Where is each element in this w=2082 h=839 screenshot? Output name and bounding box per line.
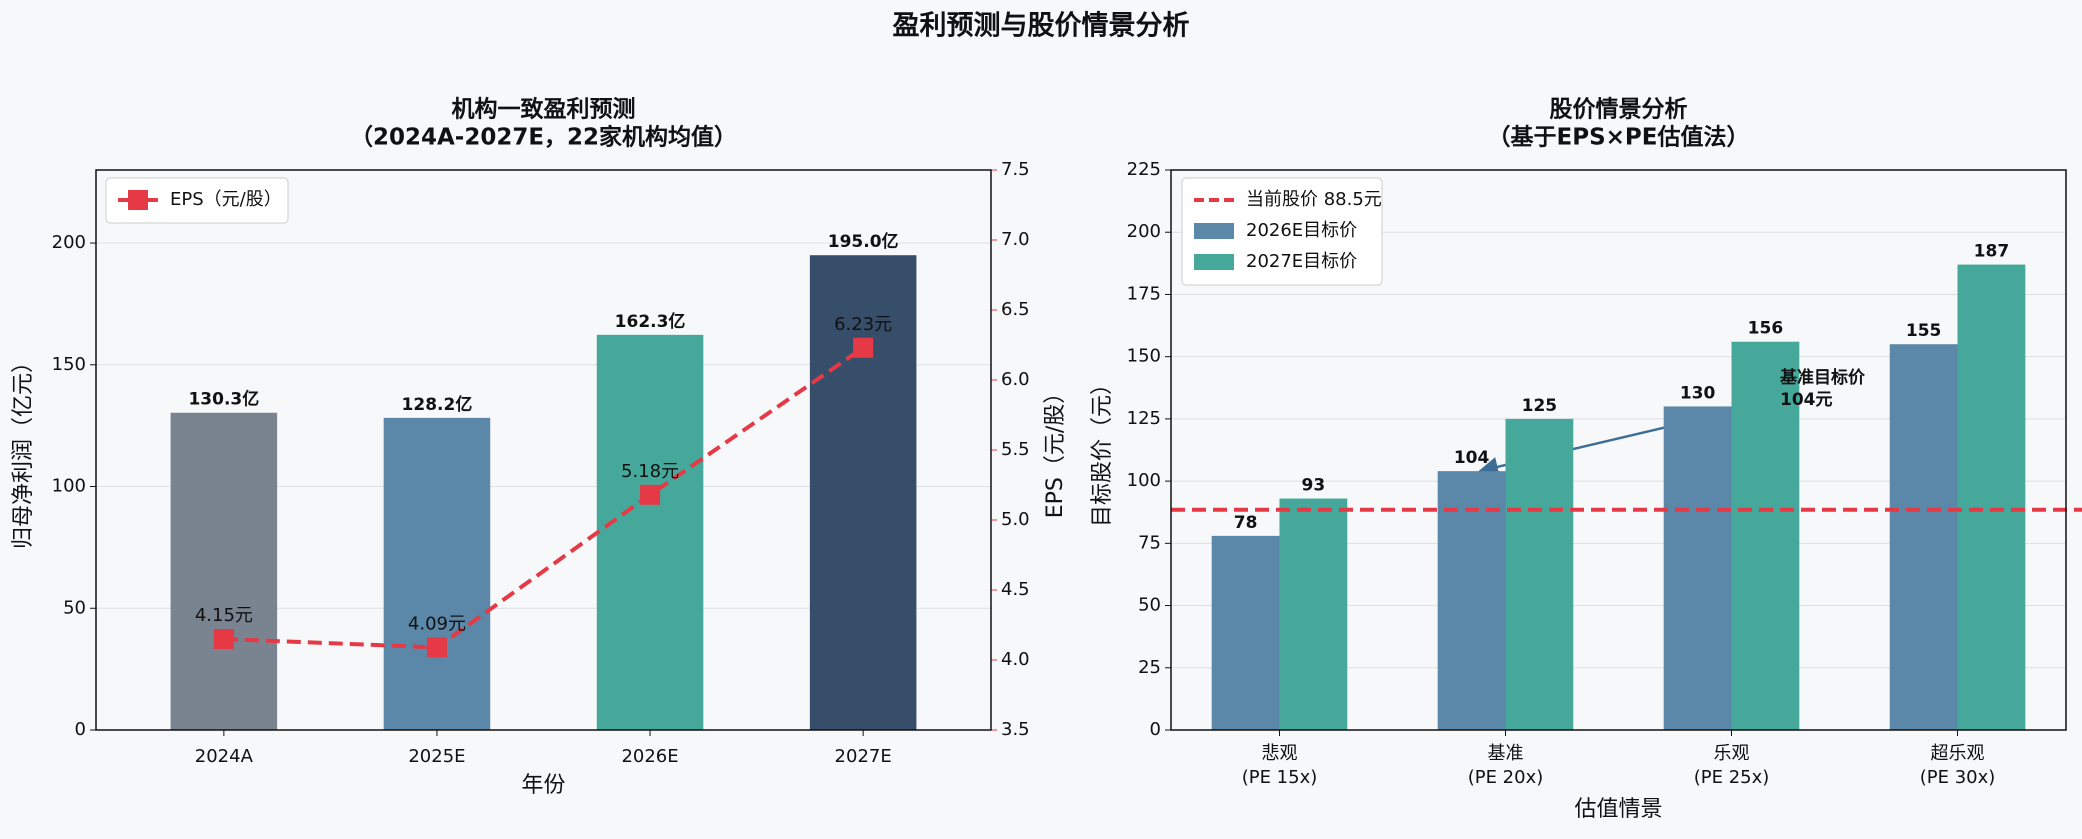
value-label: 104 [1454, 448, 1490, 468]
x-axis-label: 估值情景 [1574, 797, 1662, 822]
y2-tick-label: 4.0 [1001, 649, 1030, 670]
bar [1731, 341, 1800, 730]
value-label: 128.2亿 [402, 394, 473, 415]
x-tick-label: 2026E [621, 746, 678, 767]
y-tick-label: 0 [75, 719, 86, 740]
bar [170, 412, 278, 730]
chart-title: 股价情景分析 [1550, 97, 1688, 123]
bar [1437, 471, 1506, 730]
chart-title: （2024A-2027E，22家机构均值） [350, 124, 737, 151]
y-tick-label: 100 [1127, 470, 1161, 491]
eps-marker [213, 629, 234, 649]
bar [809, 255, 917, 730]
x-tick-label: (PE 15x) [1242, 767, 1318, 788]
y2-tick-label: 6.5 [1001, 299, 1030, 320]
value-label: 187 [1974, 242, 2010, 262]
y-tick-label: 175 [1127, 283, 1161, 304]
eps-marker [426, 637, 447, 658]
y-tick-label: 125 [1127, 408, 1161, 429]
eps-label: 4.09元 [408, 613, 466, 634]
x-tick-label: 2024A [195, 746, 254, 767]
main-title: 盈利预测与股价情景分析 [893, 11, 1190, 42]
legend-label: 2027E目标价 [1246, 251, 1357, 272]
bar [383, 417, 491, 730]
x-axis-label: 年份 [521, 773, 565, 798]
y2-tick-label: 6.0 [1001, 369, 1030, 390]
value-label: 130.3亿 [188, 389, 259, 410]
x-tick-label: (PE 20x) [1468, 767, 1544, 788]
bar [1279, 498, 1348, 730]
chart-title: （基于EPS×PE估值法） [1488, 124, 1750, 151]
annotation: 104元 [1780, 390, 1833, 410]
value-label: 156 [1748, 319, 1784, 339]
legend-box [105, 177, 289, 224]
value-label: 155 [1906, 321, 1942, 341]
y-axis-label: 目标股价（元） [1090, 373, 1115, 527]
bar [1889, 344, 1958, 730]
y-tick-label: 150 [52, 354, 86, 375]
y-tick-label: 0 [1150, 719, 1161, 740]
y-axis-label: 归母净利润（亿元） [11, 351, 36, 549]
value-label: 195.0亿 [828, 231, 899, 252]
value-label: 162.3亿 [615, 311, 686, 332]
y-tick-label: 25 [1138, 657, 1161, 678]
y2-tick-label: 4.5 [1001, 579, 1030, 600]
y2-tick-label: 5.0 [1001, 509, 1030, 530]
x-tick-label: 超乐观 [1931, 743, 1985, 764]
annotation: 基准目标价 [1779, 367, 1866, 388]
chart-title: 机构一致盈利预测 [452, 96, 636, 123]
eps-label: 5.18元 [621, 461, 679, 482]
bar [596, 334, 704, 730]
legend-label: 2026E目标价 [1246, 220, 1357, 241]
eps-label: 6.23元 [834, 314, 892, 335]
y-tick-label: 50 [1138, 595, 1161, 616]
legend-label: 当前股价 88.5元 [1246, 189, 1382, 210]
value-label: 78 [1234, 513, 1258, 533]
bar [1663, 406, 1732, 730]
y-tick-label: 50 [63, 597, 86, 618]
y2-axis-label: EPS（元/股） [1043, 382, 1068, 519]
y-tick-label: 100 [52, 476, 86, 497]
x-tick-label: 乐观 [1714, 743, 1750, 764]
x-tick-label: (PE 25x) [1694, 767, 1770, 788]
bar [1505, 418, 1574, 730]
value-label: 93 [1302, 476, 1326, 496]
y-tick-label: 225 [1127, 159, 1161, 180]
x-tick-label: 基准 [1487, 743, 1523, 764]
plot-frame [95, 169, 992, 731]
eps-label: 4.15元 [195, 605, 253, 626]
legend-swatch [1194, 254, 1234, 270]
y-tick-label: 200 [1127, 221, 1161, 242]
y-tick-label: 150 [1127, 346, 1161, 367]
x-tick-label: 悲观 [1261, 743, 1297, 764]
legend-marker [128, 190, 148, 210]
legend-label: EPS（元/股） [170, 189, 282, 210]
x-tick-label: (PE 30x) [1920, 767, 1996, 788]
eps-marker [640, 484, 661, 505]
eps-line [223, 346, 865, 650]
y2-tick-label: 7.0 [1001, 229, 1030, 250]
y-tick-label: 75 [1138, 532, 1161, 553]
eps-marker [853, 337, 874, 358]
plot-frame [1170, 169, 2067, 731]
y2-tick-label: 7.5 [1001, 159, 1030, 180]
bar [1957, 264, 2026, 730]
y2-tick-label: 3.5 [1001, 719, 1030, 740]
value-label: 130 [1680, 383, 1716, 403]
value-label: 125 [1522, 396, 1558, 416]
x-tick-label: 2027E [835, 746, 892, 767]
legend-swatch [1194, 223, 1234, 239]
y2-tick-label: 5.5 [1001, 439, 1030, 460]
x-tick-label: 2025E [408, 746, 465, 767]
bar [1211, 535, 1280, 730]
y-tick-label: 200 [52, 232, 86, 253]
